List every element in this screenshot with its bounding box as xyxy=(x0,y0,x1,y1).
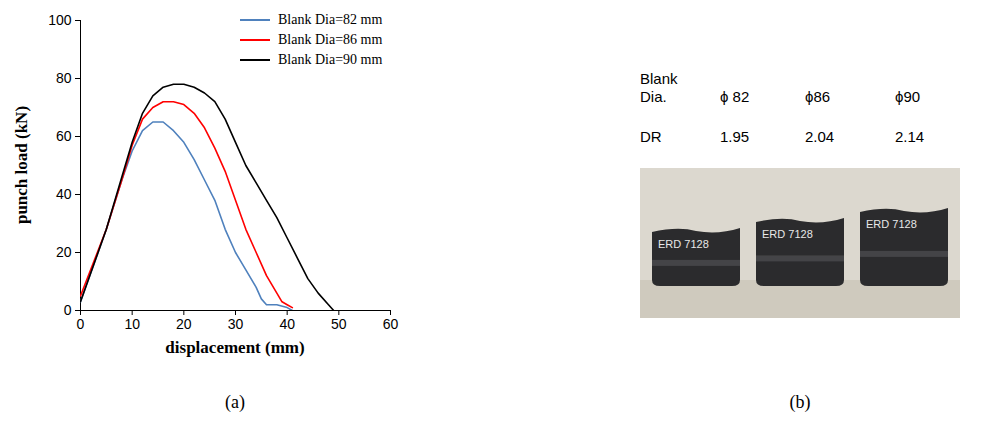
html-text:DR: DR xyxy=(640,128,662,145)
html-text:Blank Dia=90 mm: Blank Dia=90 mm xyxy=(278,52,383,67)
html-text:Blank Dia=86 mm: Blank Dia=86 mm xyxy=(278,32,383,47)
html-text:Blank Dia=82 mm: Blank Dia=82 mm xyxy=(278,12,383,27)
svg-text:0: 0 xyxy=(77,316,85,332)
html-text:Blank: Blank xyxy=(640,70,678,87)
html-text:2.04: 2.04 xyxy=(805,128,835,145)
html-text:displacement (mm): displacement (mm) xyxy=(165,338,305,357)
svg-text:ERD 7128: ERD 7128 xyxy=(762,228,813,240)
svg-text:80: 80 xyxy=(56,70,72,86)
svg-text:60: 60 xyxy=(383,316,399,332)
svg-text:ERD 7128: ERD 7128 xyxy=(866,218,917,230)
svg-text:40: 40 xyxy=(279,316,295,332)
svg-text:0: 0 xyxy=(64,302,72,318)
html-text:(a): (a) xyxy=(225,392,245,412)
html-text:2.14: 2.14 xyxy=(895,128,925,145)
html-text:1.95: 1.95 xyxy=(720,128,750,145)
html-text:Dia.: Dia. xyxy=(640,88,667,105)
svg-text:60: 60 xyxy=(56,128,72,144)
html-text:punch load (kN): punch load (kN) xyxy=(12,105,31,225)
svg-text:50: 50 xyxy=(331,316,347,332)
svg-text:20: 20 xyxy=(176,316,192,332)
svg-text:30: 30 xyxy=(228,316,244,332)
svg-text:40: 40 xyxy=(56,186,72,202)
html-text:ϕ90: ϕ90 xyxy=(895,88,921,105)
html-text:(b): (b) xyxy=(789,392,811,412)
svg-text:10: 10 xyxy=(124,316,140,332)
svg-text:ERD 7128: ERD 7128 xyxy=(658,238,709,250)
html-text:ϕ86: ϕ86 xyxy=(805,88,831,105)
svg-text:20: 20 xyxy=(56,244,72,260)
svg-text:100: 100 xyxy=(48,12,72,28)
html-text:ϕ 82: ϕ 82 xyxy=(720,88,750,105)
